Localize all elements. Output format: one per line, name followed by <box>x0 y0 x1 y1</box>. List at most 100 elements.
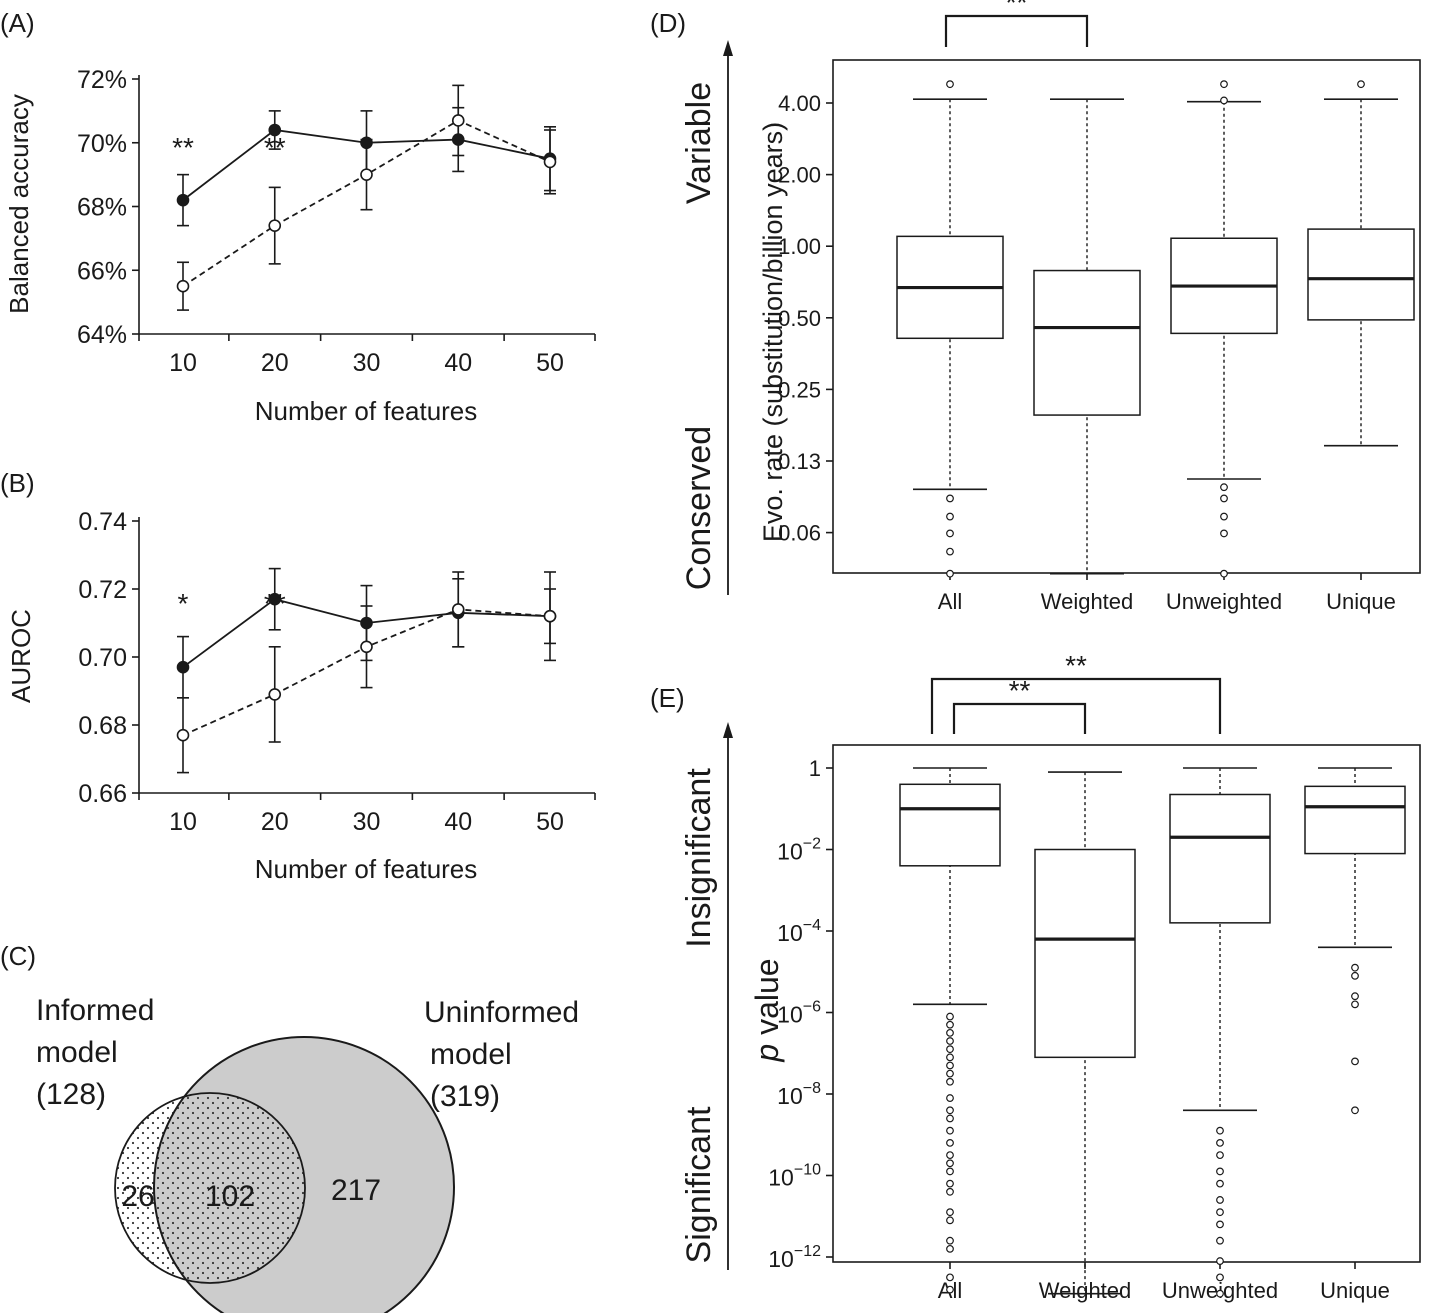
venn-informed-outline <box>114 1092 306 1284</box>
x-tick-label: 30 <box>353 349 381 377</box>
outlier <box>1216 1208 1224 1217</box>
outlier <box>946 1106 954 1115</box>
outlier <box>1220 569 1228 578</box>
box <box>1169 793 1271 924</box>
outlier <box>946 1216 954 1225</box>
outlier <box>1216 1126 1224 1135</box>
outlier <box>946 1114 954 1123</box>
outlier <box>946 1285 954 1294</box>
x-tick-label: 30 <box>353 808 381 836</box>
venn-overlap-dots <box>154 1093 305 1283</box>
outlier <box>1351 1106 1359 1115</box>
panel-d-label: (D) <box>650 8 686 38</box>
data-point-0 <box>268 123 282 137</box>
y-tick-label: 0.50 <box>778 306 821 331</box>
outlier <box>946 1167 954 1176</box>
outlier <box>946 1126 954 1135</box>
outlier <box>1216 1236 1224 1245</box>
panel-e: (E) Insignificant Significant p value 1 1… <box>650 650 1421 1303</box>
x-tick-label: Unique <box>1326 589 1396 614</box>
venn-uninformed-title: Uninformed <box>424 996 579 1029</box>
significance-marker: ** <box>1065 650 1087 681</box>
outlier <box>1216 1289 1224 1298</box>
panel-e-direction-bottom: Significant <box>680 1106 718 1263</box>
panel-e-label: (E) <box>650 683 685 713</box>
outlier <box>946 1208 954 1217</box>
outlier <box>946 1159 954 1168</box>
x-tick-label: 10 <box>169 808 197 836</box>
x-tick-label: 20 <box>261 349 289 377</box>
box <box>1033 269 1141 416</box>
x-tick-label: 40 <box>444 808 472 836</box>
box <box>1307 228 1415 321</box>
venn-uninformed-only: 217 <box>331 1174 381 1207</box>
venn-informed-only: 26 <box>121 1180 154 1213</box>
outlier <box>1220 96 1228 105</box>
y-tick-label: 72% <box>77 66 127 94</box>
y-tick-label: 1.00 <box>778 234 821 259</box>
x-tick-label: 10 <box>169 349 197 377</box>
panel-a: (A) Balanced accuracy Number of features… <box>0 8 596 426</box>
outlier <box>1220 483 1228 492</box>
y-tick-label: 0.66 <box>78 780 127 808</box>
outlier <box>946 1053 954 1062</box>
x-tick-label: Unique <box>1320 1278 1390 1303</box>
data-point-1 <box>451 114 465 127</box>
significance-marker: ** <box>264 132 286 163</box>
y-tick-label: 0.74 <box>78 508 127 536</box>
direction-arrow-head <box>723 722 733 738</box>
outlier <box>1220 512 1228 521</box>
outlier <box>1351 971 1359 980</box>
outlier <box>1220 494 1228 503</box>
outlier <box>1216 1138 1224 1147</box>
y-tick-label: 10−6 <box>777 999 821 1028</box>
panel-a-x-label: Number of features <box>255 396 478 426</box>
x-tick-label: 40 <box>444 349 472 377</box>
outlier <box>946 569 954 578</box>
y-tick-label: 0.68 <box>78 712 127 740</box>
data-point-1 <box>360 640 373 654</box>
x-tick-label: All <box>938 589 962 614</box>
outlier <box>1220 529 1228 538</box>
outlier <box>1351 1057 1359 1066</box>
panel-d: (D) Variable Conserved Evo. rate (substi… <box>650 0 1421 614</box>
outlier <box>1216 1151 1224 1160</box>
panel-b: (B) AUROC Number of features 0.66 0.68 0.7… <box>0 468 596 884</box>
outlier <box>946 1045 954 1054</box>
venn-uninformed-outline <box>153 1036 455 1313</box>
outlier <box>1220 80 1228 89</box>
panel-e-y-label: p value <box>749 958 785 1062</box>
x-tick-label: 50 <box>536 349 564 377</box>
x-tick-label: 50 <box>536 808 564 836</box>
data-point-0 <box>360 136 373 150</box>
outlier <box>1216 1257 1224 1265</box>
outlier <box>1351 963 1359 972</box>
venn-informed-subtitle: model <box>36 1036 118 1069</box>
outlier <box>946 1179 954 1188</box>
box <box>1034 848 1136 1059</box>
outlier <box>946 1012 954 1021</box>
outlier <box>946 529 954 538</box>
y-tick-label: 10−10 <box>768 1162 821 1191</box>
y-tick-label: 10−2 <box>777 836 821 865</box>
box <box>899 783 1001 867</box>
outlier <box>946 547 954 556</box>
panel-c: (C) Informed model (128) Uninformed mode… <box>0 941 579 1313</box>
outlier <box>946 1236 954 1245</box>
outlier <box>1351 1000 1359 1009</box>
outlier <box>946 512 954 521</box>
data-point-0 <box>176 193 190 207</box>
outlier <box>946 494 954 503</box>
outlier <box>946 1094 954 1102</box>
y-tick-label: 10−4 <box>777 917 821 946</box>
data-point-1 <box>268 219 282 232</box>
data-point-0 <box>360 616 373 630</box>
outlier <box>1351 992 1359 1001</box>
venn-uninformed-subtitle: model <box>430 1038 512 1071</box>
significance-marker: * <box>178 588 189 619</box>
direction-arrow-head <box>723 40 733 56</box>
x-tick-label: Unweighted <box>1166 589 1282 614</box>
outlier <box>946 1037 954 1045</box>
y-tick-label: 2.00 <box>778 163 821 188</box>
outlier <box>1216 1273 1224 1282</box>
